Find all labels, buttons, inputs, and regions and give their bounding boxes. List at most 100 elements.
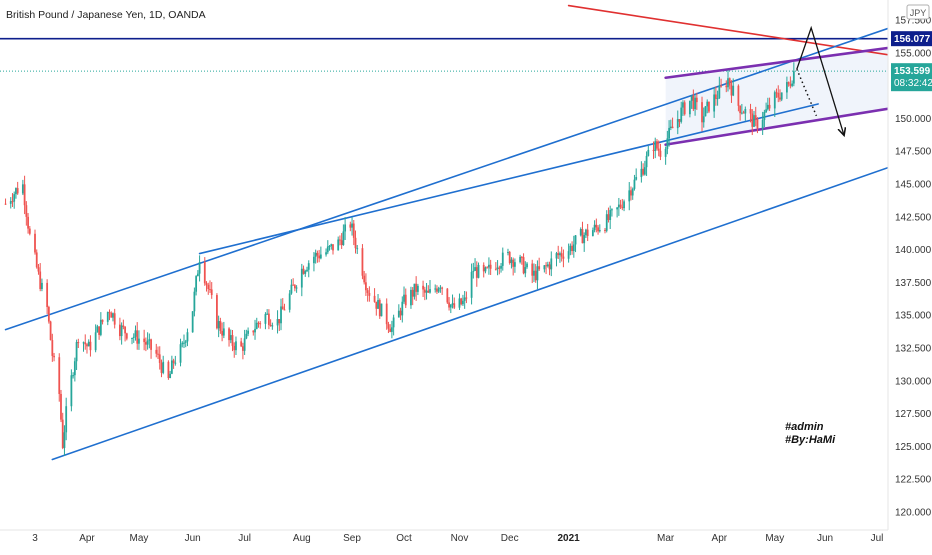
candle-body (701, 102, 703, 123)
candle-body (449, 304, 452, 308)
candle-body (657, 148, 660, 151)
wedge-bottom-trendline[interactable] (664, 105, 903, 146)
candle-body (486, 267, 489, 269)
x-tick-label: May (129, 533, 148, 544)
wedge-top-trendline[interactable] (664, 44, 903, 80)
candle-body (708, 101, 710, 112)
candle-body (773, 92, 776, 109)
candle-body (351, 223, 353, 228)
candle-body (633, 179, 636, 189)
candle-body (98, 326, 101, 335)
candle-body (13, 194, 16, 202)
candle-body (283, 309, 286, 311)
candle-body (222, 328, 225, 336)
candle-body (150, 339, 152, 350)
candle-body (756, 119, 759, 129)
candle-body (87, 341, 90, 347)
x-tick-label: 2021 (557, 533, 580, 544)
candle-body (692, 95, 695, 110)
candle-body (27, 216, 29, 229)
candle-body (122, 325, 125, 327)
candle-body (120, 325, 123, 337)
red-downtrend-trendline[interactable] (567, 4, 903, 58)
candle-body (21, 184, 24, 194)
candle-body (240, 341, 243, 347)
x-tick-label: Jun (185, 533, 201, 544)
candle-body (533, 270, 535, 276)
candle-body (404, 294, 407, 306)
candle-body (555, 253, 558, 259)
candle-body (330, 244, 333, 247)
candle-body (654, 141, 657, 151)
y-tick-label: 130.000 (895, 376, 932, 387)
candle-body (363, 275, 366, 283)
candle-body (352, 223, 355, 238)
y-tick-label: 132.500 (895, 344, 932, 355)
candle-body (390, 327, 393, 332)
candle-body (254, 328, 256, 333)
candle-body (498, 267, 501, 269)
x-tick-label: Jul (871, 533, 884, 544)
candle-body (751, 113, 754, 127)
candle-body (84, 342, 87, 345)
candle-body (143, 338, 146, 343)
candle-body (157, 353, 159, 355)
candle-body (569, 245, 572, 252)
last-price-text: 153.599 (894, 66, 931, 77)
candle-body (730, 85, 733, 96)
x-tick-label: Aug (293, 533, 311, 544)
x-tick-label: May (765, 533, 784, 544)
candle-body (546, 264, 549, 267)
candle-body (520, 256, 523, 258)
candle-body (25, 205, 28, 217)
candle-body (307, 263, 310, 270)
candle-body (158, 354, 161, 363)
mid-trendline-trendline[interactable] (198, 103, 819, 255)
candle-body (439, 287, 442, 289)
candle-body (507, 252, 509, 254)
candle-body (131, 337, 133, 339)
candle-body (229, 335, 232, 341)
candle-body (538, 266, 541, 270)
x-tick-label: Apr (712, 533, 728, 544)
candle-body (676, 119, 679, 129)
channel-lower-trendline[interactable] (51, 162, 903, 461)
candle-body (337, 239, 340, 251)
candle-body (155, 349, 158, 354)
resistance-price-badge (891, 31, 932, 47)
candle-body (496, 267, 499, 270)
candle-body (448, 302, 450, 308)
candle-body (536, 266, 539, 281)
candle-body (281, 306, 284, 310)
candle-body (475, 267, 478, 278)
candle-body (411, 289, 414, 297)
candle-body (356, 248, 359, 250)
candle-body (474, 267, 476, 271)
candle-body (112, 313, 114, 318)
candle-body (567, 251, 570, 259)
candle-body (494, 268, 497, 270)
candle-body (643, 167, 646, 175)
candle-body (290, 284, 293, 294)
candle-body (318, 255, 321, 259)
candle-body (761, 119, 764, 129)
currency-box[interactable]: JPY (906, 4, 930, 20)
candle-body (385, 303, 388, 325)
candle-body (51, 340, 54, 356)
candle-body (714, 94, 717, 99)
candle-body (524, 267, 527, 274)
candle-body (695, 97, 698, 103)
candle-body (727, 78, 729, 88)
channel-upper-trendline[interactable] (4, 23, 903, 331)
x-tick-label: 3 (32, 533, 38, 544)
projection-arrow[interactable] (796, 25, 844, 136)
candle-body (15, 188, 17, 195)
candle-body (427, 290, 430, 293)
candle-body (106, 312, 109, 322)
candle-body (325, 252, 327, 255)
candle-body (340, 240, 343, 246)
candle-body (489, 264, 492, 269)
candle-body (572, 244, 575, 252)
candle-body (269, 324, 272, 326)
